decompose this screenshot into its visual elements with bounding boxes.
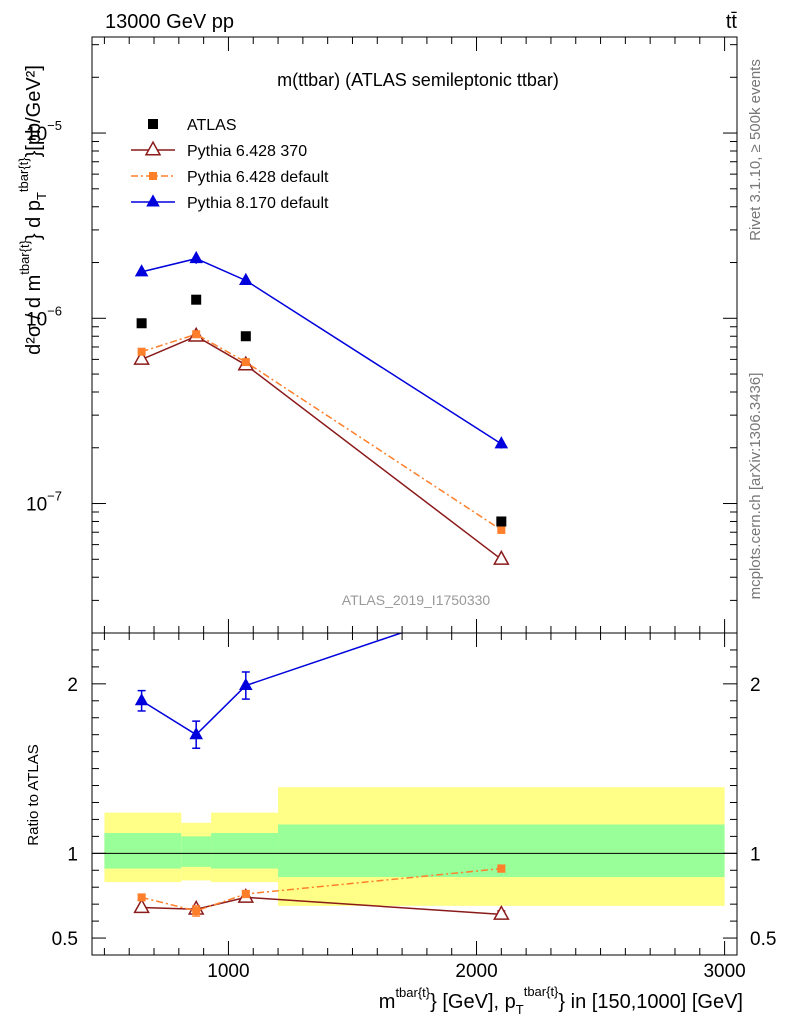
ratio-point-pythia-8-170-default-2 <box>239 677 253 691</box>
ratio-line-pythia-6-428-370 <box>141 896 502 916</box>
main-point-atlas-2 <box>240 331 251 342</box>
ratio-frame <box>91 632 738 956</box>
main-ytick-label-1: 10−6 <box>26 303 62 330</box>
ratio-band-inner-1 <box>181 836 212 867</box>
main-ytick-label-0: 10−7 <box>26 489 62 516</box>
ratio-point-pythia-6-428-default-0 <box>137 893 146 902</box>
ratio-xlabel-m: m <box>379 991 396 1013</box>
main-ytick-label-exp-2: −5 <box>47 118 62 133</box>
main-ylabel-tail: }[pb/GeV²] <box>23 65 45 157</box>
mcplots-credit-label: mcplots.cern.ch [arXiv:1306.3436] <box>747 373 764 600</box>
ratio-xlabel-sup1: tbar{t} <box>395 985 430 1000</box>
main-point-pythia-6-428-default-2 <box>241 358 250 367</box>
main-point-pythia-8-170-default-3 <box>494 436 509 449</box>
chart-title: m(ttbar) (ATLAS semileptonic ttbar) <box>277 70 559 90</box>
ratio-xlabel-tail: } in [150,1000] [GeV] <box>558 991 743 1013</box>
ratio-xlabel-sup2: tbar{t} <box>524 984 559 999</box>
ratio-ytick-label-left-0: 0.5 <box>52 929 78 950</box>
ratio-ytick-label-left-2: 2 <box>67 675 78 696</box>
main-point-atlas-3 <box>496 516 507 527</box>
rivet-version-label: Rivet 3.1.10, ≥ 500k events <box>747 59 764 241</box>
analysis-label: ATLAS_2019_I1750330 <box>342 592 491 608</box>
main-ytick-label-base-1: 10 <box>26 309 47 330</box>
main-ylabel-mid: } d p <box>23 200 45 240</box>
main-ylabel-main: d²σ / d m <box>23 275 45 355</box>
main-point-pythia-8-170-default-0 <box>134 264 149 277</box>
main-ytick-label-base-2: 10 <box>26 124 47 145</box>
legend-marker-atlas <box>148 119 158 129</box>
main-point-pythia-6-428-default-3 <box>497 525 506 534</box>
legend-label-pythia-8-170-default: Pythia 8.170 default <box>187 195 329 212</box>
ratio-point-pythia-6-428-370-0 <box>133 898 150 914</box>
ratio-ytick-label-right-1: 1 <box>750 844 761 865</box>
header-energy-label: 13000 GeV pp <box>105 11 234 33</box>
main-ylabel-sup1: tbar{t} <box>17 239 32 274</box>
main-line-pythia-6-428-370 <box>141 335 502 560</box>
ratio-ytick-label-left-1: 1 <box>67 844 78 865</box>
ratio-xtick-label-0: 1000 <box>207 961 249 982</box>
main-ylabel-sup2: tbar{t} <box>16 157 31 192</box>
ratio-point-pythia-6-428-default-1 <box>192 906 201 915</box>
ratio-xtick-label-2: 3000 <box>703 961 745 982</box>
main-line-pythia-8-170-default <box>141 257 502 445</box>
ratio-point-pythia-6-428-default-3 <box>497 864 506 873</box>
main-ylabel-sub: T <box>34 192 49 200</box>
main-point-pythia-6-428-370-3 <box>493 549 510 565</box>
legend-marker-pythia-8-170-default <box>146 194 160 207</box>
ratio-xtick-label-1: 2000 <box>455 961 497 982</box>
main-ytick-label-exp-0: −7 <box>47 489 62 504</box>
main-ylabel: d²σ / d mtbar{t}} d pTtbar{t}}[pb/GeV²] <box>16 65 49 355</box>
ratio-ytick-label-right-0: 0.5 <box>750 929 776 950</box>
main-line-pythia-6-428-default <box>141 333 502 531</box>
ratio-ytick-label-right-2: 2 <box>750 675 761 696</box>
main-point-pythia-6-428-default-1 <box>192 330 201 339</box>
ratio-point-pythia-6-428-370-3 <box>493 904 510 920</box>
main-point-pythia-6-428-370-0 <box>133 350 150 365</box>
main-point-atlas-0 <box>136 318 147 329</box>
ratio-band-inner-0 <box>104 832 182 869</box>
ratio-panel: 0.5 0.5 1 1 2 2 1000 2000 3000 <box>52 593 776 982</box>
legend-label-atlas: ATLAS <box>187 117 237 134</box>
legend-label-pythia-6-428-default: Pythia 6.428 default <box>187 169 329 186</box>
main-ytick-label-exp-1: −6 <box>47 303 62 318</box>
ratio-xlabel-mid: } [GeV], p <box>430 991 516 1013</box>
ratio-point-pythia-6-428-default-2 <box>241 889 250 898</box>
legend-label-pythia-6-428-370: Pythia 6.428 370 <box>187 143 307 160</box>
legend: ATLAS Pythia 6.428 370 Pythia 6.428 defaul… <box>131 117 329 212</box>
main-point-pythia-6-428-default-0 <box>137 347 146 356</box>
main-panel: m(ttbar) (ATLAS semileptonic ttbar) ATLAS… <box>26 36 738 634</box>
ratio-line-pythia-8-170-default <box>141 633 404 736</box>
ratio-data-group <box>92 593 737 920</box>
ratio-ylabel: Ratio to ATLAS <box>25 744 42 845</box>
ratio-point-pythia-8-170-default-1 <box>189 727 203 740</box>
legend-marker-pythia-6-428-370 <box>144 140 162 156</box>
main-point-atlas-1 <box>191 294 202 305</box>
main-ytick-label-base-0: 10 <box>26 495 47 516</box>
main-ytick-label-2: 10−5 <box>26 118 62 145</box>
main-point-pythia-8-170-default-2 <box>239 272 253 285</box>
ratio-band-inner-2 <box>211 832 279 869</box>
header-process-label: tt̄ <box>726 11 738 33</box>
ratio-xlabel: mtbar{t}} [GeV], pTtbar{t}} in [150,1000… <box>379 984 743 1017</box>
ratio-xlabel-sub: T <box>516 1002 524 1017</box>
ratio-point-pythia-8-170-default-3 <box>496 593 507 603</box>
main-data-group <box>133 250 510 565</box>
ratio-point-pythia-8-170-default-0 <box>134 693 149 706</box>
legend-marker-pythia-6-428-default <box>149 172 157 180</box>
main-point-pythia-8-170-default-1 <box>189 250 203 264</box>
